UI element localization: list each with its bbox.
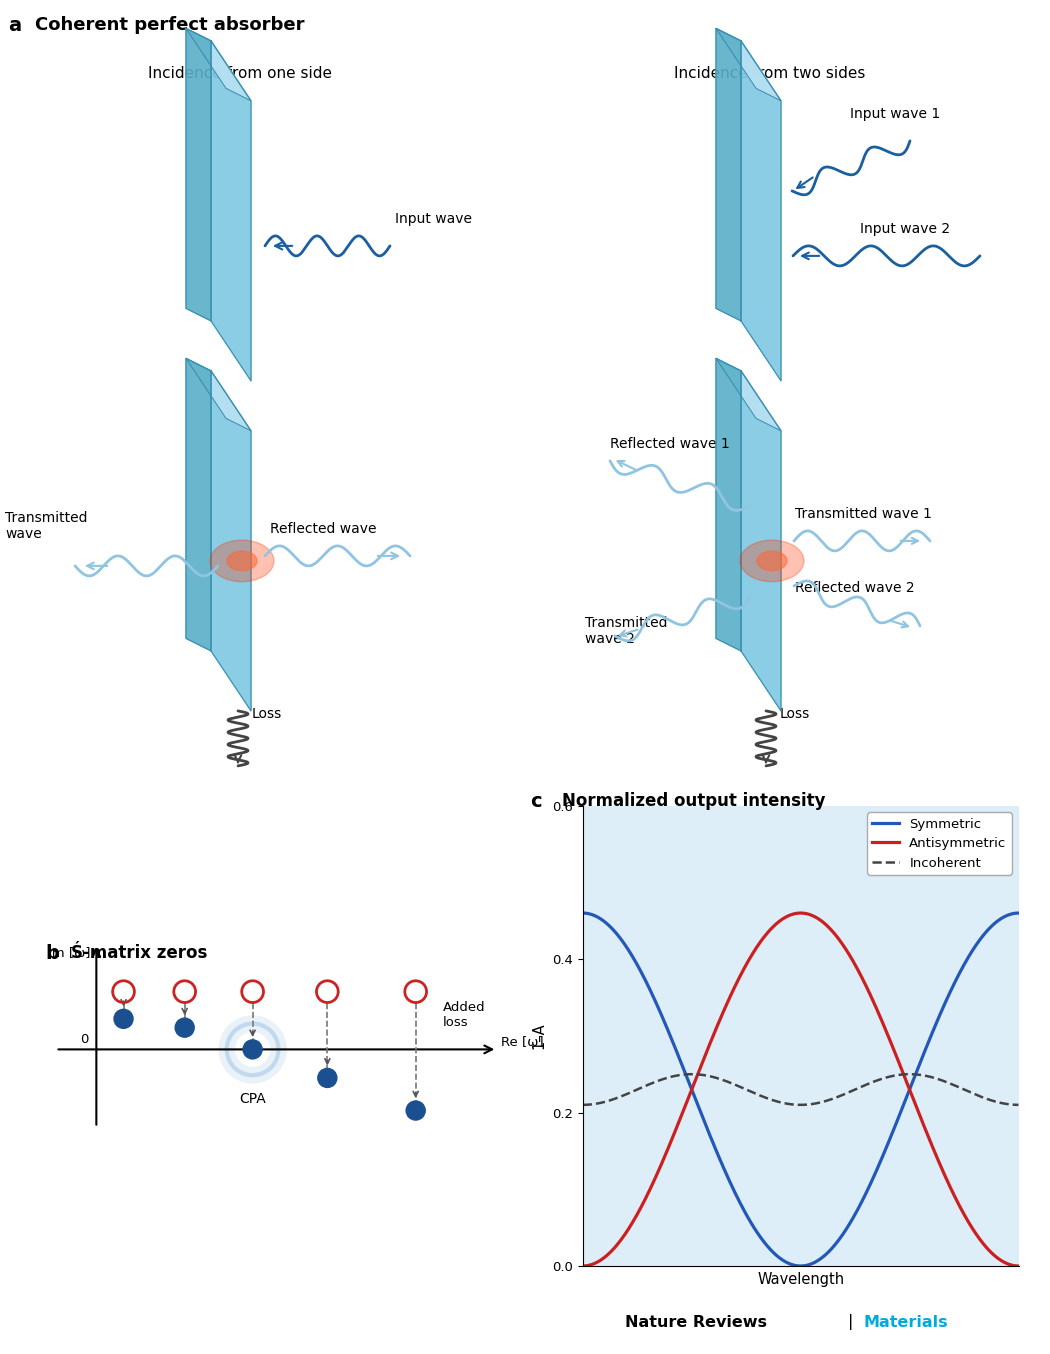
Antisymmetric: [834, 933, 846, 949]
Text: Input wave: Input wave: [395, 211, 472, 226]
Antisymmetric: [774, 913, 786, 929]
Polygon shape: [716, 28, 781, 102]
Incoherent: [653, 1072, 666, 1089]
Symmetric: [1012, 904, 1025, 921]
Symmetric: [774, 1250, 786, 1266]
Polygon shape: [741, 41, 781, 380]
Text: Transmitted wave 1: Transmitted wave 1: [795, 506, 932, 521]
Incoherent: [686, 1066, 698, 1082]
Line: Antisymmetric: Antisymmetric: [583, 913, 1018, 1266]
Symmetric: [576, 904, 589, 921]
Symmetric: [905, 1076, 918, 1093]
Symmetric: [868, 1167, 881, 1183]
Ellipse shape: [740, 540, 804, 582]
Ellipse shape: [227, 551, 257, 570]
Text: Ś-matrix zeros: Ś-matrix zeros: [70, 944, 207, 963]
Text: |: |: [848, 1313, 854, 1330]
Symmetric: [689, 1089, 701, 1105]
Circle shape: [175, 1018, 194, 1037]
Antisymmetric: [576, 1258, 589, 1274]
Text: Added
loss: Added loss: [443, 1002, 485, 1029]
Text: Reflected wave 2: Reflected wave 2: [795, 581, 915, 594]
Incoherent: [576, 1097, 589, 1113]
Antisymmetric: [868, 995, 881, 1011]
Text: Nature Reviews: Nature Reviews: [625, 1315, 766, 1330]
Text: Input wave 2: Input wave 2: [860, 222, 950, 236]
Antisymmetric: [1012, 1258, 1025, 1274]
Text: Materials: Materials: [863, 1315, 948, 1330]
Symmetric: [794, 1258, 806, 1274]
Polygon shape: [186, 28, 211, 321]
Antisymmetric: [653, 1159, 666, 1175]
Text: CPA: CPA: [239, 1091, 266, 1105]
Polygon shape: [186, 359, 211, 651]
Text: Loss: Loss: [780, 707, 811, 720]
Text: Reflected wave: Reflected wave: [270, 521, 377, 536]
Polygon shape: [716, 359, 741, 651]
Text: Incidence from one side: Incidence from one side: [148, 66, 332, 81]
Text: c: c: [530, 792, 542, 811]
Text: Re [ω]: Re [ω]: [501, 1034, 543, 1048]
Antisymmetric: [794, 904, 806, 921]
X-axis label: Wavelength: Wavelength: [757, 1271, 844, 1286]
Incoherent: [689, 1066, 701, 1082]
Y-axis label: 1–A: 1–A: [531, 1022, 546, 1049]
Text: Reflected wave 1: Reflected wave 1: [610, 437, 730, 451]
Text: Input wave 1: Input wave 1: [850, 107, 940, 121]
Line: Incoherent: Incoherent: [583, 1074, 1018, 1105]
Ellipse shape: [210, 540, 274, 582]
Symmetric: [653, 1003, 666, 1020]
Text: Normalized output intensity: Normalized output intensity: [562, 792, 825, 810]
Circle shape: [318, 1068, 337, 1087]
Text: Im [ω]: Im [ω]: [48, 946, 91, 959]
Polygon shape: [741, 371, 781, 711]
Text: Incidence from two sides: Incidence from two sides: [674, 66, 865, 81]
Polygon shape: [716, 28, 741, 321]
Circle shape: [406, 1101, 425, 1120]
Ellipse shape: [757, 551, 788, 570]
Text: 0: 0: [80, 1033, 88, 1047]
Polygon shape: [186, 359, 251, 431]
Incoherent: [868, 1074, 881, 1090]
Legend: Symmetric, Antisymmetric, Incoherent: Symmetric, Antisymmetric, Incoherent: [867, 812, 1012, 875]
Circle shape: [244, 1040, 262, 1059]
Polygon shape: [211, 371, 251, 711]
Incoherent: [905, 1066, 918, 1082]
Text: Coherent perfect absorber: Coherent perfect absorber: [35, 16, 304, 34]
Text: Transmitted
wave 2: Transmitted wave 2: [585, 616, 668, 646]
Text: Loss: Loss: [252, 707, 282, 720]
Incoherent: [834, 1087, 846, 1104]
Antisymmetric: [689, 1074, 701, 1090]
Polygon shape: [716, 359, 781, 431]
Polygon shape: [211, 41, 251, 380]
Circle shape: [114, 1009, 133, 1028]
Text: b: b: [45, 944, 59, 963]
Text: Transmitted
wave: Transmitted wave: [5, 510, 87, 542]
Incoherent: [774, 1094, 786, 1110]
Text: a: a: [8, 16, 21, 35]
Line: Symmetric: Symmetric: [583, 913, 1018, 1266]
Polygon shape: [186, 28, 251, 102]
Symmetric: [834, 1229, 846, 1246]
Antisymmetric: [905, 1086, 918, 1102]
Incoherent: [1012, 1097, 1025, 1113]
